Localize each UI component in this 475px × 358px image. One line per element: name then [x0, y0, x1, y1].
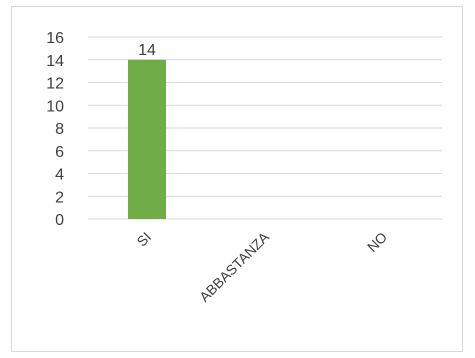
data-label: 14	[138, 42, 156, 59]
y-tick-label: 2	[55, 189, 64, 206]
y-tick-label: 4	[55, 167, 64, 184]
y-tick-label: 0	[55, 212, 64, 229]
bars	[128, 59, 166, 219]
x-tick-label: ABBASTANZA	[196, 228, 273, 305]
y-tick-label: 14	[46, 53, 64, 70]
data-labels: 14	[138, 42, 156, 59]
y-tick-label: 6	[55, 144, 64, 161]
y-axis: 0 2 4 6 8 10 12 14 16	[46, 30, 64, 229]
y-tick-label: 8	[55, 121, 64, 138]
y-tick-label: 16	[46, 30, 64, 47]
x-axis: SI ABBASTANZA NO	[133, 228, 390, 305]
x-tick-label: NO	[364, 229, 390, 255]
x-tick-label: SI	[133, 229, 154, 250]
bar	[128, 59, 166, 219]
chart-frame	[11, 6, 463, 352]
y-tick-label: 10	[46, 98, 64, 115]
y-tick-label: 12	[46, 76, 64, 93]
